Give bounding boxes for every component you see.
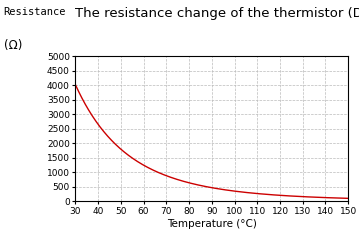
Text: (Ω): (Ω) <box>4 39 22 52</box>
Text: The resistance change of the thermistor (D-53): The resistance change of the thermistor … <box>75 7 359 20</box>
X-axis label: Temperature (°C): Temperature (°C) <box>167 219 257 229</box>
Text: Resistance: Resistance <box>4 7 66 17</box>
